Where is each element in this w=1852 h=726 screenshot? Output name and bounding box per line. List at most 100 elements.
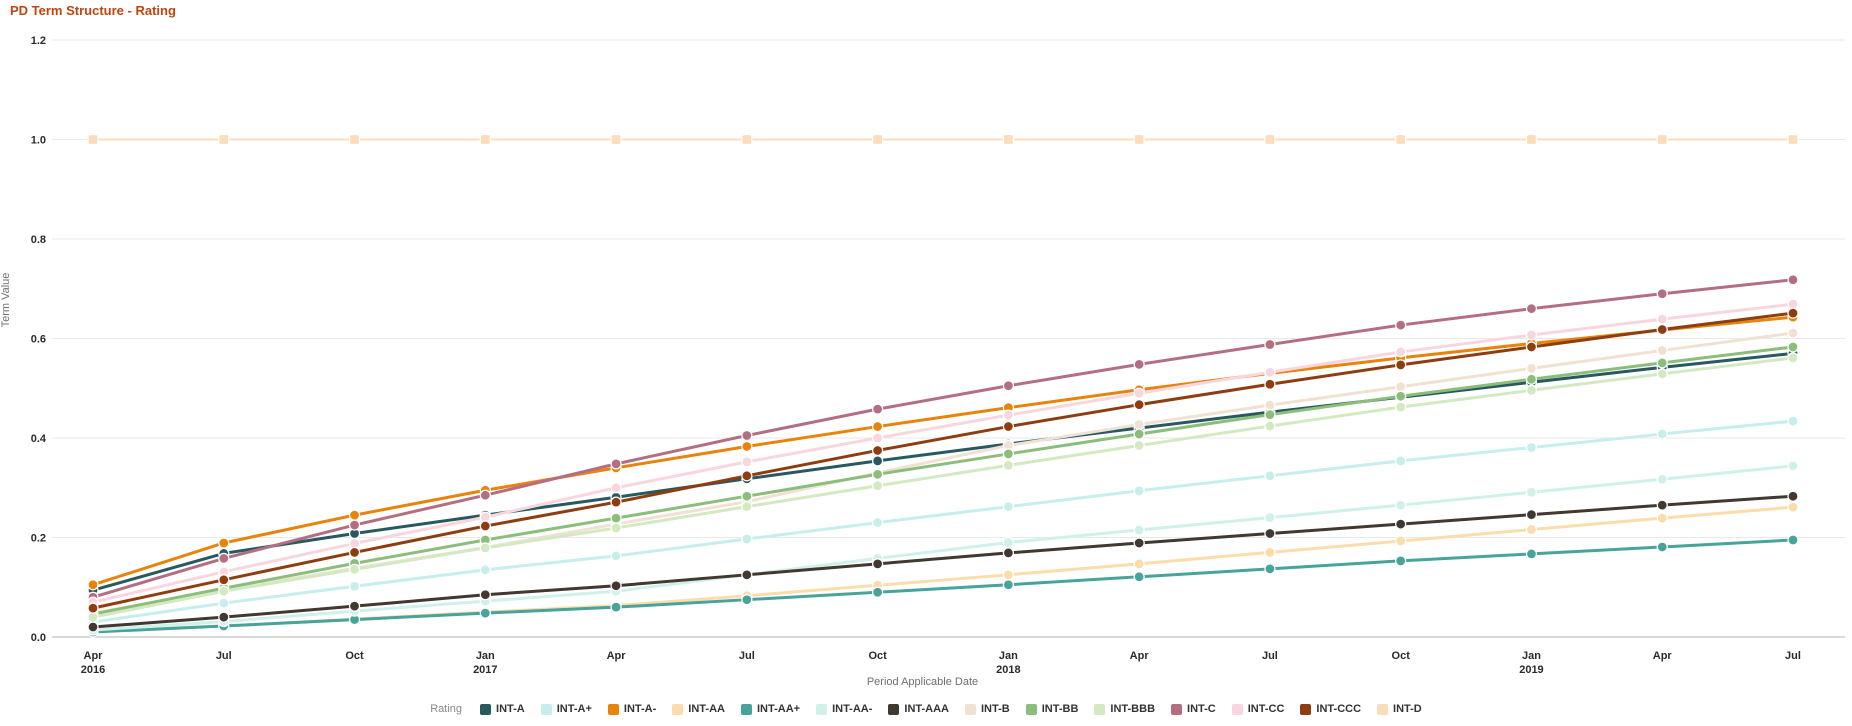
- data-point-INT-BB[interactable]: [1525, 373, 1538, 385]
- data-point-INT-AAA[interactable]: [871, 558, 884, 570]
- data-point-INT-A+[interactable]: [348, 580, 361, 592]
- data-point-INT-AA[interactable]: [1656, 512, 1668, 524]
- data-point-INT-AA+[interactable]: [741, 594, 753, 606]
- data-point-INT-D[interactable]: [871, 133, 884, 146]
- series-line-INT-AA-[interactable]: [91, 464, 1795, 632]
- data-point-INT-CCC[interactable]: [1002, 420, 1015, 433]
- data-point-INT-AA[interactable]: [1133, 558, 1145, 570]
- data-point-INT-AAA[interactable]: [610, 580, 622, 592]
- data-point-INT-A+[interactable]: [1133, 485, 1145, 497]
- data-point-INT-AAA[interactable]: [1264, 527, 1276, 540]
- data-point-INT-AA+[interactable]: [610, 601, 622, 613]
- legend-item-INT-D[interactable]: INT-D: [1377, 703, 1422, 715]
- data-point-INT-B[interactable]: [1656, 344, 1668, 357]
- data-point-INT-A+[interactable]: [741, 533, 753, 545]
- data-point-INT-C[interactable]: [479, 489, 491, 501]
- data-point-INT-C[interactable]: [1133, 358, 1145, 370]
- data-point-INT-AAA[interactable]: [218, 611, 230, 623]
- data-point-INT-D[interactable]: [348, 133, 361, 146]
- data-point-INT-C[interactable]: [348, 519, 361, 531]
- data-point-INT-C[interactable]: [871, 403, 884, 415]
- data-point-INT-AA+[interactable]: [1656, 541, 1668, 553]
- legend-item-INT-A[interactable]: INT-A: [480, 703, 525, 715]
- data-point-INT-A-[interactable]: [87, 579, 99, 591]
- data-point-INT-BBB[interactable]: [1002, 459, 1015, 471]
- data-point-INT-CCC[interactable]: [348, 546, 361, 559]
- data-point-INT-A-[interactable]: [218, 537, 230, 549]
- data-point-INT-AA+[interactable]: [479, 607, 491, 619]
- series-line-INT-C[interactable]: [91, 278, 1795, 599]
- data-point-INT-CCC[interactable]: [1525, 341, 1538, 353]
- data-point-INT-BBB[interactable]: [1395, 401, 1407, 413]
- data-point-INT-BBB[interactable]: [1133, 439, 1145, 452]
- legend-item-INT-CC[interactable]: INT-CC: [1231, 703, 1284, 715]
- data-point-INT-AAA[interactable]: [1525, 508, 1538, 521]
- data-point-INT-A+[interactable]: [871, 516, 884, 529]
- data-point-INT-A+[interactable]: [1395, 455, 1407, 467]
- data-point-INT-D[interactable]: [1787, 133, 1799, 146]
- data-point-INT-CCC[interactable]: [871, 444, 884, 457]
- data-point-INT-AAA[interactable]: [741, 569, 753, 581]
- series-line-INT-A[interactable]: [91, 351, 1795, 592]
- data-point-INT-D[interactable]: [1656, 133, 1668, 146]
- data-point-INT-D[interactable]: [741, 133, 753, 146]
- legend-item-INT-AA-[interactable]: INT-AA-: [816, 703, 872, 715]
- data-point-INT-A+[interactable]: [610, 550, 622, 562]
- series-line-INT-CC[interactable]: [91, 302, 1795, 604]
- data-point-INT-A+[interactable]: [1787, 415, 1799, 427]
- legend-item-INT-BB[interactable]: INT-BB: [1025, 703, 1078, 715]
- data-point-INT-AA-[interactable]: [1002, 536, 1015, 549]
- data-point-INT-AAA[interactable]: [1656, 499, 1668, 511]
- data-point-INT-BBB[interactable]: [1656, 368, 1668, 380]
- data-point-INT-A+[interactable]: [218, 597, 230, 609]
- data-point-INT-A+[interactable]: [1002, 501, 1015, 513]
- legend-item-INT-BBB[interactable]: INT-BBB: [1094, 703, 1155, 715]
- data-point-INT-CCC[interactable]: [1133, 399, 1145, 411]
- data-point-INT-B[interactable]: [1133, 418, 1145, 431]
- data-point-INT-D[interactable]: [87, 133, 99, 146]
- series-line-INT-AA+[interactable]: [91, 538, 1795, 634]
- data-point-INT-B[interactable]: [1264, 399, 1276, 411]
- data-point-INT-AA+[interactable]: [1002, 579, 1015, 591]
- data-point-INT-AAA[interactable]: [1395, 518, 1407, 530]
- data-point-INT-BBB[interactable]: [218, 585, 230, 597]
- data-point-INT-B[interactable]: [1525, 362, 1538, 374]
- data-point-INT-CCC[interactable]: [479, 520, 491, 532]
- data-point-INT-D[interactable]: [1264, 133, 1276, 146]
- data-point-INT-C[interactable]: [610, 458, 622, 470]
- data-point-INT-BB[interactable]: [1787, 341, 1799, 353]
- data-point-INT-BB[interactable]: [1656, 357, 1668, 369]
- legend-item-INT-A-[interactable]: INT-A-: [607, 703, 656, 715]
- data-point-INT-BBB[interactable]: [348, 563, 361, 575]
- data-point-INT-A+[interactable]: [1656, 428, 1668, 440]
- data-point-INT-AA[interactable]: [1002, 569, 1015, 581]
- data-point-INT-BBB[interactable]: [741, 501, 753, 513]
- legend-item-INT-A+[interactable]: INT-A+: [540, 703, 592, 715]
- data-point-INT-AA[interactable]: [1787, 501, 1799, 513]
- data-point-INT-AA+[interactable]: [1525, 548, 1538, 560]
- data-point-INT-A[interactable]: [871, 455, 884, 467]
- series-line-INT-A+[interactable]: [91, 419, 1795, 624]
- data-point-INT-BB[interactable]: [1395, 390, 1407, 402]
- data-point-INT-BB[interactable]: [1002, 448, 1015, 460]
- data-point-INT-AA-[interactable]: [1395, 499, 1407, 511]
- data-point-INT-BB[interactable]: [610, 512, 622, 524]
- data-point-INT-BB[interactable]: [741, 490, 753, 502]
- data-point-INT-C[interactable]: [1656, 288, 1668, 300]
- legend-item-INT-CCC[interactable]: INT-CCC: [1300, 703, 1361, 715]
- data-point-INT-BB[interactable]: [1133, 428, 1145, 440]
- data-point-INT-CC[interactable]: [741, 456, 753, 468]
- data-point-INT-CCC[interactable]: [1264, 378, 1276, 390]
- data-point-INT-BB[interactable]: [1264, 408, 1276, 421]
- data-point-INT-CC[interactable]: [1656, 313, 1668, 325]
- data-point-INT-AAA[interactable]: [87, 621, 99, 633]
- data-point-INT-BBB[interactable]: [479, 542, 491, 554]
- data-point-INT-D[interactable]: [479, 133, 491, 146]
- data-point-INT-D[interactable]: [1002, 133, 1015, 146]
- legend-item-INT-AAA[interactable]: INT-AAA: [888, 703, 949, 715]
- data-point-INT-AA-[interactable]: [1264, 511, 1276, 524]
- data-point-INT-C[interactable]: [1787, 274, 1799, 286]
- data-point-INT-AA[interactable]: [1525, 523, 1538, 536]
- data-point-INT-A+[interactable]: [1525, 441, 1538, 454]
- data-point-INT-AA+[interactable]: [1395, 555, 1407, 567]
